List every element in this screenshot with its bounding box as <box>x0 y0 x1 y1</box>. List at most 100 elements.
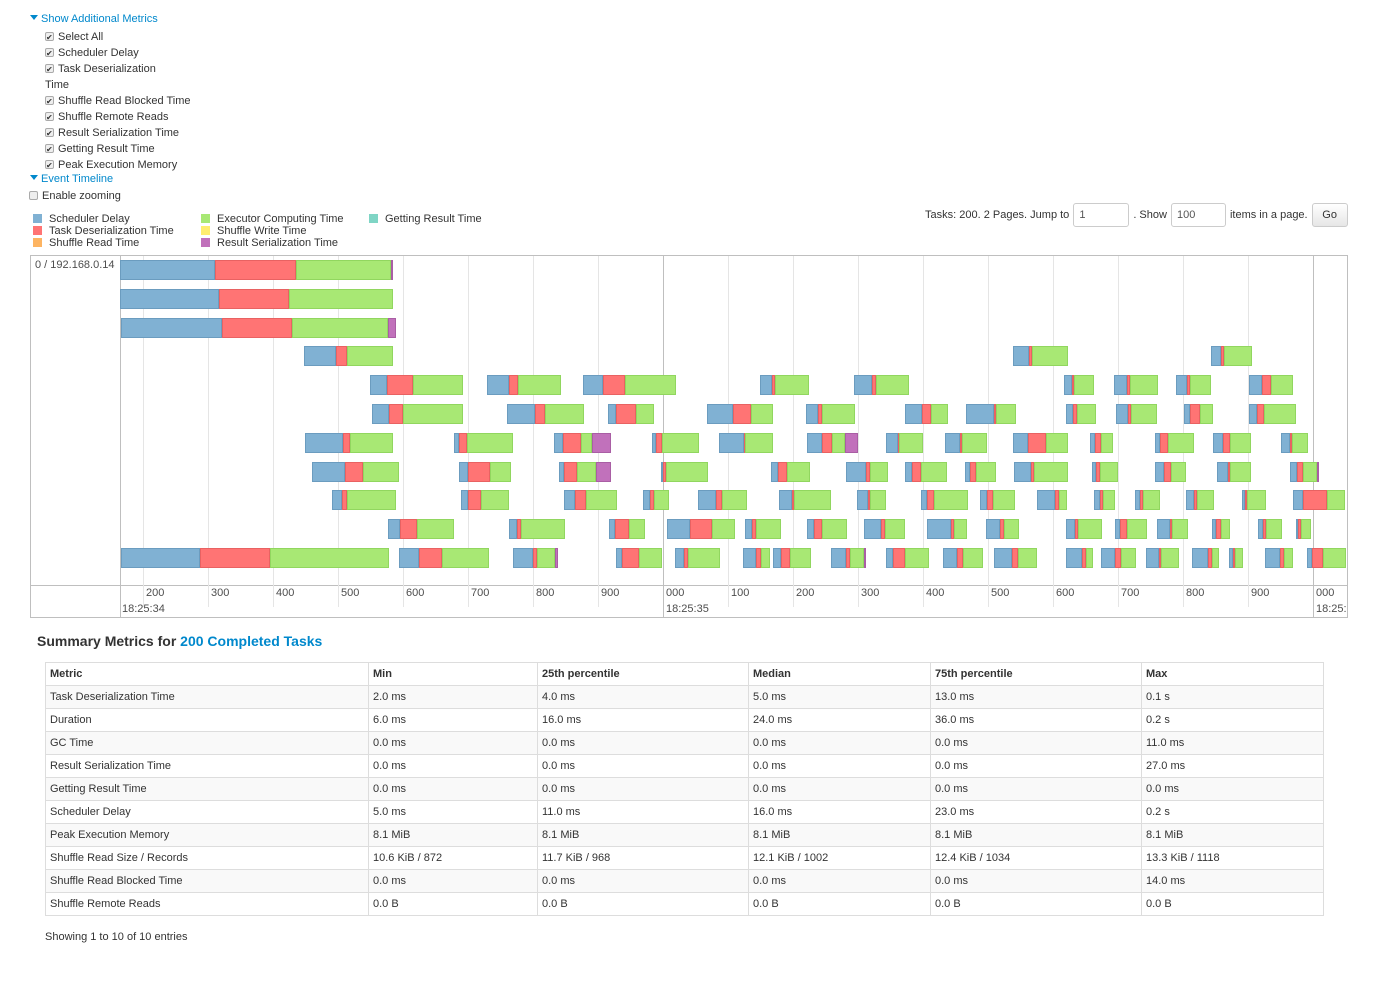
scheduler-delay-segment <box>1281 432 1291 453</box>
task-deserialization-segment <box>970 461 977 482</box>
executor-computing-segment <box>412 375 463 396</box>
executor-computing-segment <box>921 461 948 482</box>
axis-tick-label: 200 <box>146 587 165 599</box>
executor-computing-segment <box>544 404 584 424</box>
executor-computing-segment <box>976 461 997 482</box>
metric-value-cell: 23.0 ms <box>930 800 1142 824</box>
executor-computing-segment <box>536 548 556 568</box>
legend-item: Scheduler Delay <box>33 213 130 225</box>
task-deserialization-segment <box>467 490 481 511</box>
executor-computing-segment <box>1190 375 1211 396</box>
column-header[interactable]: Metric <box>45 662 369 686</box>
task-deserialization-segment <box>778 461 788 482</box>
scheduler-delay-segment <box>1066 548 1083 568</box>
metric-checkbox[interactable] <box>45 62 54 78</box>
executor-computing-segment <box>1266 519 1283 540</box>
pager-items-text: items in a page. <box>1229 209 1308 221</box>
scheduler-delay-segment <box>651 432 656 453</box>
metric-value-cell: 16.0 ms <box>748 800 931 824</box>
table-row: Peak Execution Memory 8.1 MiB 8.1 MiB 8.1 M… <box>45 823 1324 847</box>
metric-option[interactable]: Scheduler Delay <box>45 45 139 62</box>
executor-computing-segment <box>1229 461 1251 482</box>
metric-checkbox[interactable] <box>45 30 54 46</box>
metric-value-cell: 8.1 MiB <box>748 823 931 847</box>
completed-tasks-link[interactable]: 200 Completed Tasks <box>180 633 323 649</box>
metric-value-cell: 0.0 ms <box>368 731 538 755</box>
task-deserialization-segment <box>987 490 993 511</box>
executor-computing-segment <box>1292 432 1309 453</box>
scheduler-delay-segment <box>508 519 517 540</box>
event-timeline-toggle[interactable]: Event Timeline <box>30 173 113 185</box>
executor-computing-segment <box>347 346 394 367</box>
metric-option[interactable]: Getting Result Time <box>45 141 155 158</box>
minor-gridline <box>858 256 859 607</box>
executor-computing-segment <box>884 519 906 540</box>
executor-computing-segment <box>581 432 593 453</box>
task-deserialization-segment <box>1257 404 1265 424</box>
executor-computing-segment <box>518 375 561 396</box>
enable-zooming[interactable]: Enable zooming <box>29 189 121 203</box>
table-footer-info: Showing 1 to 10 of 10 entries <box>45 931 188 943</box>
metric-value-cell: 0.0 B <box>537 892 749 916</box>
scheduler-delay-segment <box>399 548 420 568</box>
scheduler-delay-segment <box>304 432 343 453</box>
metric-checkbox[interactable] <box>45 158 54 174</box>
column-header[interactable]: 75th percentile <box>930 662 1142 686</box>
event-timeline-chart[interactable]: 0 / 192.168.0.14 200 300 400 500 600 700 800 90… <box>30 255 1348 618</box>
scheduler-delay-segment <box>770 461 779 482</box>
metric-value-cell: 13.3 KiB / 1118 <box>1141 846 1324 870</box>
metric-checkbox[interactable] <box>45 94 54 110</box>
column-header[interactable]: 25th percentile <box>537 662 749 686</box>
metric-value-cell: 0.1 s <box>1141 685 1324 709</box>
task-deserialization-segment <box>1054 490 1059 511</box>
task-deserialization-segment <box>214 260 297 280</box>
axis-tick-label: 300 <box>211 587 230 599</box>
executor-computing-segment <box>289 288 394 309</box>
scheduler-delay-segment <box>759 375 772 396</box>
metric-option-label-wrap: Time <box>45 79 70 91</box>
metric-checkbox[interactable] <box>45 126 54 142</box>
metric-option[interactable]: Shuffle Read Blocked Time <box>45 93 190 110</box>
column-header[interactable]: Max <box>1141 662 1324 686</box>
executor-computing-segment <box>349 432 393 453</box>
executor-computing-segment <box>363 461 400 482</box>
enable-zooming-checkbox[interactable] <box>29 191 38 200</box>
minor-gridline <box>273 256 274 607</box>
minor-gridline <box>533 256 534 607</box>
show-additional-metrics-toggle[interactable]: Show Additional Metrics <box>30 13 158 25</box>
task-deserialization-segment <box>614 519 630 540</box>
executor-computing-segment <box>931 404 949 424</box>
task-deserialization-segment <box>926 490 935 511</box>
metric-checkbox[interactable] <box>45 110 54 126</box>
scheduler-delay-segment <box>1307 548 1313 568</box>
scheduler-delay-segment <box>1296 519 1299 540</box>
label-column-divider <box>120 256 121 617</box>
executor-computing-segment <box>1130 375 1158 396</box>
task-deserialization-segment <box>733 404 752 424</box>
scheduler-delay-segment <box>1114 375 1128 396</box>
metric-option[interactable]: Select All <box>45 29 103 46</box>
metric-option[interactable]: Peak Execution Memory <box>45 157 177 174</box>
metric-option[interactable]: Shuffle Remote Reads <box>45 109 168 126</box>
column-header[interactable]: Median <box>748 662 931 686</box>
axis-tick-label: 000 <box>666 587 685 599</box>
metric-checkbox[interactable] <box>45 142 54 158</box>
task-deserialization-segment <box>1027 432 1046 453</box>
task-deserialization-segment <box>1082 548 1086 568</box>
executor-computing-segment <box>480 490 509 511</box>
page-size-input[interactable] <box>1170 203 1226 227</box>
page-number-input[interactable] <box>1073 203 1130 227</box>
executor-computing-segment <box>1211 548 1219 568</box>
scheduler-delay-segment <box>742 548 756 568</box>
scheduler-delay-segment <box>1257 519 1263 540</box>
legend-swatch <box>201 214 210 223</box>
minor-gridline <box>208 256 209 607</box>
metric-checkbox[interactable] <box>45 46 54 62</box>
scheduler-delay-segment <box>453 432 459 453</box>
column-header[interactable]: Min <box>368 662 538 686</box>
executor-computing-segment <box>1103 490 1115 511</box>
metric-value-cell: 5.0 ms <box>368 800 538 824</box>
metric-option[interactable]: Result Serialization Time <box>45 125 179 142</box>
metric-option[interactable]: Task Deserialization <box>45 61 156 78</box>
go-button[interactable]: Go <box>1311 203 1348 227</box>
